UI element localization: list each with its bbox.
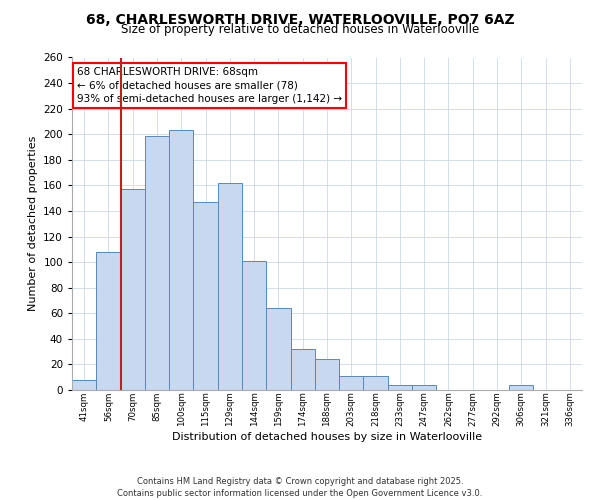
Bar [509, 385, 533, 390]
Bar [388, 385, 412, 390]
Bar [412, 385, 436, 390]
Text: 68 CHARLESWORTH DRIVE: 68sqm
← 6% of detached houses are smaller (78)
93% of sem: 68 CHARLESWORTH DRIVE: 68sqm ← 6% of det… [77, 68, 342, 104]
Bar [242, 261, 266, 390]
X-axis label: Distribution of detached houses by size in Waterlooville: Distribution of detached houses by size … [172, 432, 482, 442]
Text: Size of property relative to detached houses in Waterlooville: Size of property relative to detached ho… [121, 22, 479, 36]
Bar [339, 376, 364, 390]
Bar [266, 308, 290, 390]
Bar [145, 136, 169, 390]
Bar [364, 376, 388, 390]
Bar [169, 130, 193, 390]
Bar [290, 349, 315, 390]
Bar [315, 360, 339, 390]
Text: Contains HM Land Registry data © Crown copyright and database right 2025.
Contai: Contains HM Land Registry data © Crown c… [118, 476, 482, 498]
Bar [96, 252, 121, 390]
Bar [121, 189, 145, 390]
Bar [218, 183, 242, 390]
Bar [72, 380, 96, 390]
Bar [193, 202, 218, 390]
Y-axis label: Number of detached properties: Number of detached properties [28, 136, 38, 312]
Text: 68, CHARLESWORTH DRIVE, WATERLOOVILLE, PO7 6AZ: 68, CHARLESWORTH DRIVE, WATERLOOVILLE, P… [86, 12, 514, 26]
